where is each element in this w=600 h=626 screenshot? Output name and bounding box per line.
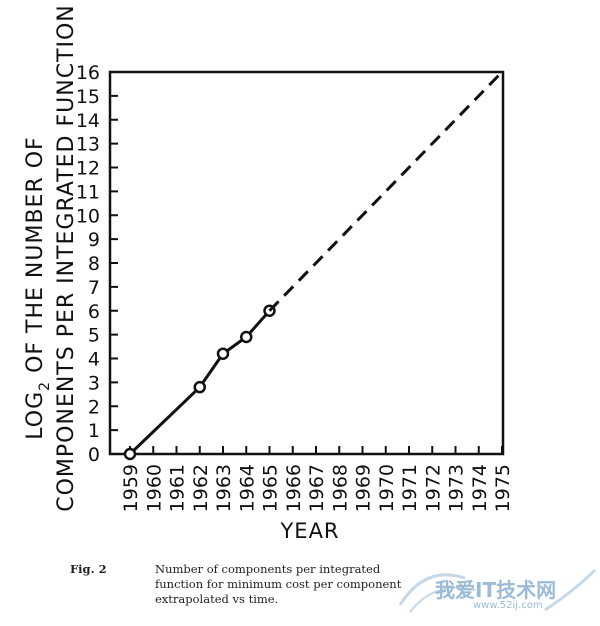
y-tick-label: 12	[76, 158, 100, 180]
caption-line: extrapolated vs time.	[155, 592, 279, 606]
data-series	[123, 70, 504, 461]
y-tick-label: 15	[76, 86, 100, 108]
caption-text: Number of components per integrated func…	[155, 562, 510, 607]
data-point	[123, 447, 137, 461]
x-tick-label: 1964	[236, 464, 258, 512]
x-tick-label: 1975	[492, 464, 514, 512]
plot-frame	[108, 70, 505, 456]
x-tick-label: 1960	[143, 464, 165, 512]
x-axis-ticks: 1959 1960 1961 1962 1963 1964 1965 1966 1967 1968…	[120, 446, 514, 512]
y-tick-label: 5	[88, 325, 100, 347]
y-tick-label: 8	[88, 253, 100, 275]
y-tick-label: 14	[76, 110, 100, 132]
data-point	[216, 347, 230, 360]
y-tick-label: 16	[76, 62, 100, 84]
y-tick-label: 1	[88, 420, 100, 442]
y-tick-label: 13	[76, 134, 100, 156]
data-point	[193, 380, 206, 394]
data-point	[240, 330, 253, 344]
x-tick-label: 1962	[190, 464, 212, 512]
plot-border	[108, 70, 505, 456]
y-axis-title-line1: LOG2 OF THE NUMBER OF	[23, 136, 53, 439]
watermark-logo-icon	[398, 568, 597, 613]
x-tick-label: 1974	[469, 464, 491, 512]
y-tick-label: 7	[88, 277, 100, 299]
y-tick-label: 10	[76, 205, 100, 227]
y-tick-label: 3	[88, 372, 100, 394]
figure-label: Fig. 2	[70, 562, 107, 576]
x-tick-label: 1965	[260, 464, 282, 512]
y-axis-title-line2: COMPONENTS PER INTEGRATED FUNCTION	[54, 4, 79, 512]
x-tick-label: 1971	[399, 464, 421, 512]
y-tick-label: 6	[88, 301, 100, 323]
extrapolation-line	[268, 70, 504, 312]
y-tick-label: 2	[88, 396, 100, 418]
watermark-text: 我爱IT技术网	[435, 578, 557, 602]
y-tick-label: 0	[88, 444, 100, 466]
caption-line: Number of components per integrated	[155, 562, 381, 576]
x-tick-label: 1967	[306, 464, 328, 512]
x-tick-label: 1969	[353, 464, 375, 512]
x-tick-label: 1968	[329, 464, 351, 512]
x-tick-label: 1959	[120, 464, 142, 512]
x-tick-label: 1961	[167, 464, 189, 512]
caption-line: function for minimum cost per component	[155, 577, 402, 591]
x-tick-label: 1973	[446, 464, 468, 512]
watermark-url: www.52ij.com	[473, 600, 543, 611]
x-tick-label: 1966	[283, 464, 305, 512]
x-axis-title: YEAR	[279, 519, 339, 543]
y-tick-label: 4	[88, 349, 100, 371]
y-tick-label: 9	[88, 229, 100, 251]
site-watermark: 我爱IT技术网 www.52ij.com	[395, 560, 600, 620]
x-tick-label: 1963	[213, 464, 235, 512]
x-tick-label: 1972	[422, 464, 444, 512]
x-tick-label: 1970	[376, 464, 398, 512]
y-tick-label: 11	[76, 181, 100, 203]
